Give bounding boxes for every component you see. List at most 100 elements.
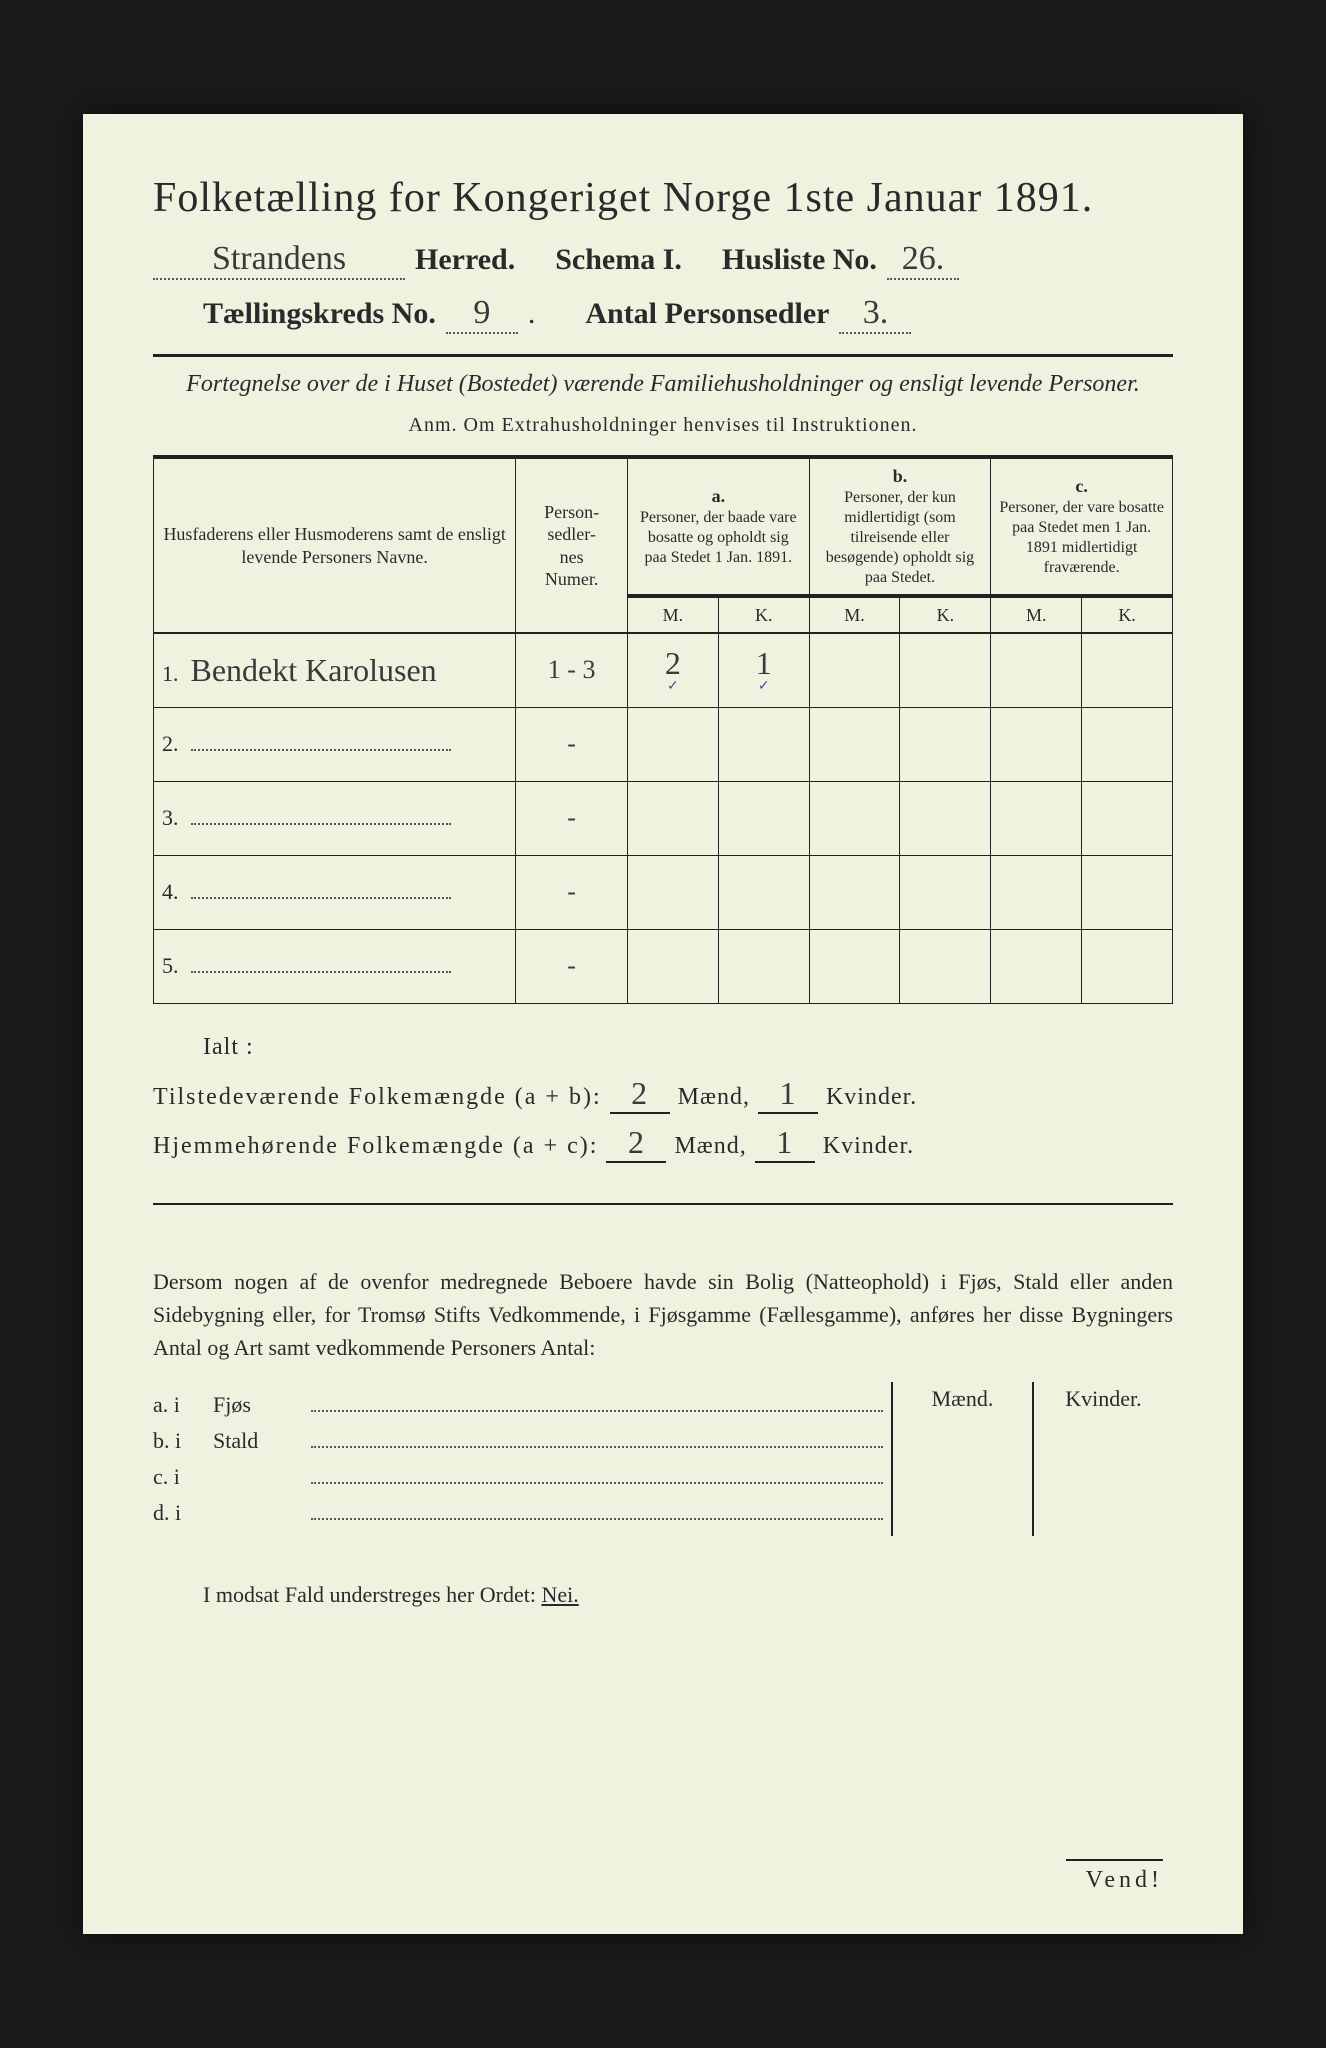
th-c-k: K. [1082, 596, 1173, 634]
husliste-label: Husliste No. [722, 243, 877, 277]
cell-a_k [718, 707, 809, 781]
th-b: b. Personer, der kun midlertidigt (som t… [809, 457, 991, 596]
totals-l1-k: 1 [758, 1075, 818, 1114]
cell-c_m [991, 855, 1082, 929]
nei-line: I modsat Fald understreges her Ordet: Ne… [203, 1582, 1173, 1608]
herred-label: Herred. [415, 243, 515, 277]
side-row: a. iFjøs [153, 1392, 891, 1418]
divider-2 [153, 1203, 1173, 1205]
ialt-label: Ialt : [203, 1034, 1173, 1061]
table-row: 1. Bendekt Karolusen1 - 32✓1✓ [154, 633, 1173, 707]
page-background: Folketælling for Kongeriget Norge 1ste J… [0, 0, 1326, 2048]
th-b-m: M. [809, 596, 900, 634]
cell-c_m [991, 633, 1082, 707]
schema-label: Schema I. [555, 243, 682, 277]
cell-b_m [809, 855, 900, 929]
cell-b_m [809, 929, 900, 1003]
cell-b_m [809, 781, 900, 855]
nei-word: Nei. [541, 1582, 578, 1607]
divider [153, 354, 1173, 357]
table-row: 5. - [154, 929, 1173, 1003]
vend-label: Vend! [1066, 1859, 1163, 1894]
cell-a_k: 1✓ [718, 633, 809, 707]
cell-a_m [627, 781, 718, 855]
side-row: b. iStald [153, 1428, 891, 1454]
document-page: Folketælling for Kongeriget Norge 1ste J… [83, 114, 1243, 1934]
cell-b_m [809, 633, 900, 707]
cell-name: 2. [154, 707, 516, 781]
cell-a_m [627, 855, 718, 929]
husliste-value: 26. [887, 240, 959, 280]
herred-value: Strandens [153, 240, 405, 280]
cell-c_m [991, 929, 1082, 1003]
table-row: 2. - [154, 707, 1173, 781]
cell-num: - [516, 707, 628, 781]
personsedler-label: Antal Personsedler [585, 297, 829, 331]
table-row: 4. - [154, 855, 1173, 929]
cell-name: 1. Bendekt Karolusen [154, 633, 516, 707]
cell-b_k [900, 781, 991, 855]
cell-b_k [900, 633, 991, 707]
cell-a_k [718, 855, 809, 929]
side-table: a. iFjøs b. iStald c. i d. i Mænd. Kvinder. [153, 1382, 1173, 1536]
cell-name: 5. [154, 929, 516, 1003]
totals-l1-m: 2 [610, 1075, 670, 1114]
totals-row-2: Hjemmehørende Folkemængde (a + c): 2 Mæn… [153, 1124, 1173, 1163]
th-b-k: K. [900, 596, 991, 634]
cell-c_k [1082, 633, 1173, 707]
kvinder-col: Kvinder. [1034, 1382, 1173, 1536]
totals-block: Ialt : Tilstedeværende Folkemængde (a + … [153, 1034, 1173, 1163]
totals-l2-m: 2 [606, 1124, 666, 1163]
maend-col: Mænd. [893, 1382, 1034, 1536]
page-title: Folketælling for Kongeriget Norge 1ste J… [153, 174, 1173, 222]
side-list: a. iFjøs b. iStald c. i d. i [153, 1382, 891, 1536]
header-line-2: Strandens Herred. Schema I. Husliste No.… [153, 240, 1173, 280]
cell-a_k [718, 929, 809, 1003]
header-line-3: Tællingskreds No. 9 . Antal Personsedler… [153, 294, 1173, 334]
note-paragraph: Dersom nogen af de ovenfor medregnede Be… [153, 1265, 1173, 1364]
cell-c_m [991, 781, 1082, 855]
cell-c_k [1082, 855, 1173, 929]
table-row: 3. - [154, 781, 1173, 855]
kreds-label: Tællingskreds No. [203, 297, 436, 331]
cell-b_m [809, 707, 900, 781]
cell-b_k [900, 929, 991, 1003]
cell-a_m: 2✓ [627, 633, 718, 707]
subtitle: Fortegnelse over de i Huset (Bostedet) v… [153, 369, 1173, 400]
th-a-k: K. [718, 596, 809, 634]
th-c: c. Personer, der vare bosatte paa Stedet… [991, 457, 1173, 596]
maend-label-2: Mænd, [674, 1133, 746, 1160]
cell-num: - [516, 855, 628, 929]
personsedler-value: 3. [839, 294, 911, 334]
th-a: a. Personer, der baade vare bosatte og o… [627, 457, 809, 596]
cell-b_k [900, 855, 991, 929]
cell-name: 3. [154, 781, 516, 855]
side-row: c. i [153, 1464, 891, 1490]
cell-num: - [516, 929, 628, 1003]
mk-columns: Mænd. Kvinder. [891, 1382, 1173, 1536]
cell-a_m [627, 707, 718, 781]
cell-num: 1 - 3 [516, 633, 628, 707]
th-names: Husfaderens eller Husmoderens samt de en… [154, 457, 516, 633]
maend-label: Mænd, [678, 1084, 750, 1111]
cell-c_m [991, 707, 1082, 781]
cell-a_k [718, 781, 809, 855]
cell-num: - [516, 781, 628, 855]
kvinder-label: Kvinder. [826, 1084, 917, 1111]
totals-l2-label: Hjemmehørende Folkemængde (a + c): [153, 1133, 598, 1160]
anm-note: Anm. Om Extrahusholdninger henvises til … [153, 414, 1173, 437]
th-a-m: M. [627, 596, 718, 634]
cell-c_k [1082, 781, 1173, 855]
kvinder-label-2: Kvinder. [823, 1133, 914, 1160]
cell-b_k [900, 707, 991, 781]
cell-c_k [1082, 929, 1173, 1003]
cell-name: 4. [154, 855, 516, 929]
th-c-m: M. [991, 596, 1082, 634]
totals-l2-k: 1 [755, 1124, 815, 1163]
totals-row-1: Tilstedeværende Folkemængde (a + b): 2 M… [153, 1075, 1173, 1114]
totals-l1-label: Tilstedeværende Folkemængde (a + b): [153, 1084, 602, 1111]
kreds-value: 9 [446, 294, 518, 334]
side-row: d. i [153, 1500, 891, 1526]
cell-c_k [1082, 707, 1173, 781]
main-table: Husfaderens eller Husmoderens samt de en… [153, 455, 1173, 1004]
